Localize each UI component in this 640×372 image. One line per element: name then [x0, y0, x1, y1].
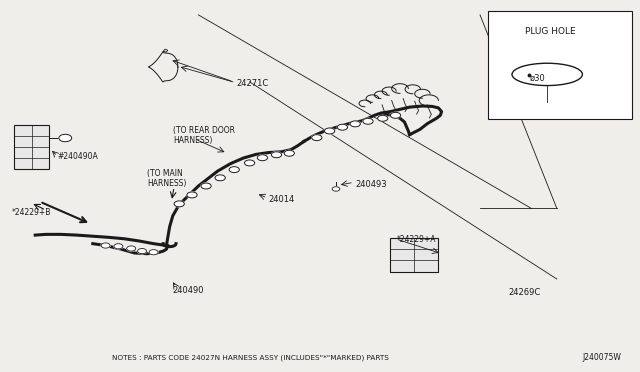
- Circle shape: [363, 118, 373, 124]
- Bar: [14, 125, 49, 169]
- Text: ø30: ø30: [530, 74, 545, 83]
- Circle shape: [138, 248, 147, 254]
- Circle shape: [284, 150, 294, 156]
- Text: *24229+A: *24229+A: [397, 235, 436, 244]
- Circle shape: [201, 183, 211, 189]
- Text: 240493: 240493: [355, 180, 387, 189]
- Circle shape: [390, 112, 401, 118]
- Circle shape: [229, 167, 239, 173]
- Text: (TO REAR DOOR
HARNESS): (TO REAR DOOR HARNESS): [173, 126, 235, 145]
- Circle shape: [271, 152, 282, 158]
- Text: *24229+B: *24229+B: [12, 208, 51, 217]
- Text: PLUG HOLE: PLUG HOLE: [525, 27, 575, 36]
- Text: #240490A: #240490A: [58, 152, 99, 161]
- Circle shape: [149, 250, 158, 255]
- Circle shape: [332, 187, 340, 191]
- Ellipse shape: [512, 63, 582, 86]
- Circle shape: [187, 192, 197, 198]
- Circle shape: [337, 124, 348, 130]
- Circle shape: [324, 128, 335, 134]
- Circle shape: [244, 160, 255, 166]
- Circle shape: [101, 243, 110, 248]
- Circle shape: [174, 201, 184, 207]
- Circle shape: [350, 121, 360, 127]
- Circle shape: [378, 115, 388, 121]
- Text: 240490: 240490: [173, 286, 204, 295]
- Text: (TO MAIN
HARNESS): (TO MAIN HARNESS): [147, 169, 187, 188]
- Circle shape: [215, 175, 225, 181]
- Text: 24014: 24014: [269, 195, 295, 203]
- Circle shape: [114, 244, 123, 249]
- Bar: [390, 238, 438, 272]
- Circle shape: [127, 246, 136, 251]
- Text: 24269C: 24269C: [509, 288, 541, 296]
- Circle shape: [59, 134, 72, 142]
- Bar: [488, 11, 632, 119]
- Text: 24271C: 24271C: [237, 79, 269, 88]
- Text: J240075W: J240075W: [582, 353, 621, 362]
- Text: NOTES : PARTS CODE 24027N HARNESS ASSY (INCLUDES"*"MARKED) PARTS: NOTES : PARTS CODE 24027N HARNESS ASSY (…: [112, 355, 389, 361]
- Circle shape: [312, 135, 322, 141]
- Circle shape: [257, 155, 268, 161]
